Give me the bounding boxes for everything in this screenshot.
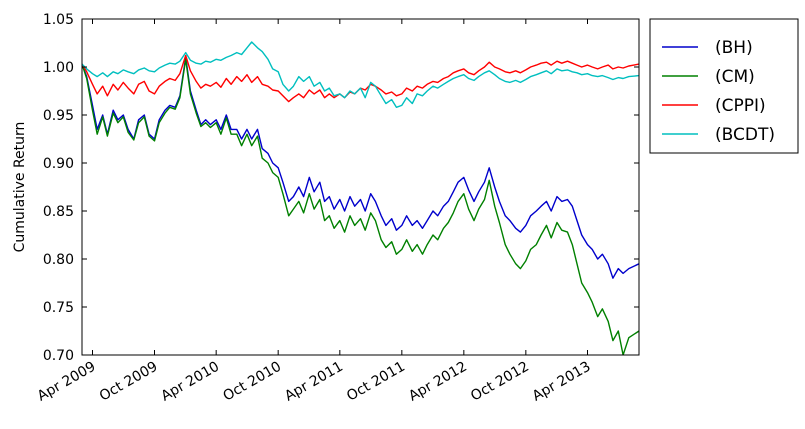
y-tick-label: 0.85 bbox=[43, 204, 74, 220]
series-line-bcdt bbox=[82, 41, 639, 109]
x-tick-label: Oct 2011 bbox=[344, 359, 408, 405]
legend: (BH) (CM) (CPPI) (BCDT) bbox=[649, 18, 799, 154]
x-tick-label: Apr 2010 bbox=[158, 359, 222, 405]
y-tick-label: 1.05 bbox=[43, 12, 74, 28]
legend-label: (BH) bbox=[715, 38, 753, 58]
x-tick-label: Apr 2009 bbox=[35, 359, 99, 405]
legend-label: (CM) bbox=[715, 67, 755, 87]
legend-label: (BCDT) bbox=[715, 125, 775, 145]
series-line-cppi bbox=[82, 54, 639, 103]
x-tick-label: Oct 2009 bbox=[97, 359, 161, 405]
x-tick-label: Oct 2010 bbox=[220, 359, 284, 405]
y-axis-title: Cumulative Return bbox=[12, 122, 28, 253]
legend-label: (CPPI) bbox=[715, 96, 766, 116]
series-line-cm bbox=[82, 58, 639, 355]
x-tick-label: Apr 2013 bbox=[530, 359, 594, 405]
y-tick-label: 0.95 bbox=[43, 108, 74, 124]
x-tick-label: Apr 2011 bbox=[282, 359, 346, 405]
y-tick-label: 0.90 bbox=[43, 156, 74, 172]
x-tick-label: Apr 2012 bbox=[406, 359, 470, 405]
legend-box bbox=[649, 18, 799, 154]
series-line-bh bbox=[82, 56, 639, 279]
plot-frame bbox=[81, 18, 640, 356]
y-tick-label: 0.75 bbox=[43, 300, 74, 316]
y-tick-label: 1.00 bbox=[43, 60, 74, 76]
y-axis: 0.70 0.75 0.80 0.85 0.90 0.95 1.00 1.05 bbox=[43, 12, 639, 364]
y-tick-label: 0.80 bbox=[43, 252, 74, 268]
y-tick-label: 0.70 bbox=[43, 348, 74, 364]
x-tick-label: Oct 2012 bbox=[468, 359, 532, 405]
series-layer bbox=[82, 41, 639, 355]
